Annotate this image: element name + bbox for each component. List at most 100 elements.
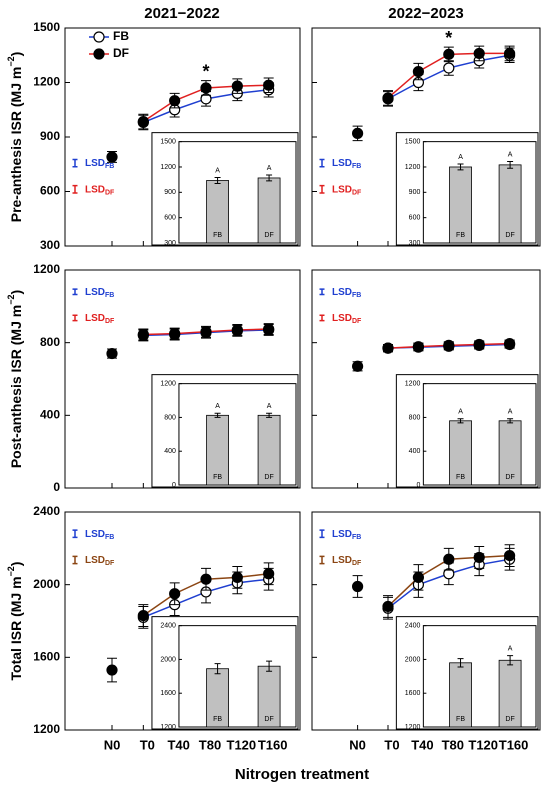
inset-y-tick-label: 2000	[160, 656, 176, 663]
lsd-label: LSDFB	[85, 528, 114, 540]
data-point	[352, 127, 364, 139]
data-point	[412, 65, 424, 78]
plot-frame	[64, 511, 301, 731]
legend-marker	[93, 48, 105, 60]
data-point	[473, 338, 485, 351]
inset-y-tick-label: 1500	[405, 138, 421, 145]
data-point	[231, 324, 243, 336]
data-point	[200, 82, 212, 94]
lsd-label-text: LSD	[332, 286, 352, 297]
inset-category-label: DF	[264, 232, 273, 239]
y-tick-label: 1500	[33, 20, 60, 34]
inset-error-bar	[457, 658, 464, 668]
data-point	[106, 347, 118, 360]
column-title: 2022−2023	[388, 5, 464, 22]
data-point	[443, 553, 455, 565]
y-axis-label-end: )	[8, 52, 24, 57]
lsd-label: LSDDF	[332, 555, 362, 567]
y-tick-label: 1600	[33, 650, 60, 664]
data-point	[106, 151, 118, 163]
x-tick-label: T160	[258, 737, 288, 752]
inset-y-tick-label: 2400	[160, 622, 176, 629]
data-point	[443, 62, 455, 74]
lsd-label-text: LSD	[332, 555, 352, 566]
lsd-label-text: LSD	[85, 313, 105, 324]
legend-marker	[93, 31, 105, 43]
plot-frame	[311, 511, 541, 731]
lsd-bar	[319, 158, 325, 168]
lsd-label-text: LSD	[332, 184, 352, 195]
inset-error-bar	[507, 418, 514, 424]
lsd-label-sub: DF	[105, 318, 115, 325]
y-axis-label-text: Total ISR (MJ m	[8, 576, 24, 680]
significance-letter: A	[508, 645, 513, 652]
lsd-bar	[72, 184, 78, 194]
y-tick-label: 300	[40, 238, 60, 252]
lsd-label-sub: FB	[352, 163, 361, 170]
y-tick-label: 400	[40, 408, 60, 422]
inset-y-tick-label: 1200	[405, 724, 421, 731]
y-axis-label: Pre-anthesis ISR (MJ m−2)	[6, 52, 23, 223]
data-point	[169, 327, 181, 340]
lsd-label: LSDFB	[332, 528, 361, 540]
inset-y-tick-label: 400	[164, 448, 176, 455]
inset-y-tick-label: 800	[164, 414, 176, 421]
data-point	[263, 568, 275, 580]
lsd-label-sub: FB	[105, 292, 114, 299]
inset-y-tick-label: 1200	[405, 380, 421, 387]
inset-y-tick-label: 2400	[405, 622, 421, 629]
lsd-bar	[319, 314, 325, 322]
lsd-label-text: LSD	[85, 286, 105, 297]
annotation: *	[202, 61, 209, 81]
significance-letter: A	[458, 154, 463, 161]
inset-frame	[178, 625, 297, 728]
y-axis-label-end: )	[8, 562, 24, 567]
inset-y-tick-label: 0	[416, 482, 420, 489]
inset-category-label: DF	[264, 716, 273, 723]
inset-frame	[178, 383, 297, 486]
data-point	[263, 79, 275, 91]
y-axis-label-sup: −2	[6, 566, 16, 576]
y-axis-label-sup: −2	[6, 295, 16, 305]
significance-letter: A	[215, 167, 220, 174]
data-point	[352, 360, 364, 372]
lsd-label: LSDDF	[332, 313, 362, 325]
data-point	[106, 664, 118, 676]
y-axis-label-text: Post-anthesis ISR (MJ m	[8, 305, 24, 468]
inset-y-tick-label: 900	[409, 189, 421, 196]
inset-y-tick-label: 1500	[160, 138, 176, 145]
data-point	[137, 328, 149, 341]
lsd-label: LSDFB	[332, 158, 361, 170]
data-point	[473, 47, 485, 60]
data-point	[200, 573, 212, 585]
x-tick-label: T40	[167, 737, 189, 752]
inset-y-tick-label: 1200	[160, 164, 176, 171]
y-tick-label: 2000	[33, 577, 60, 591]
plot-frame	[311, 269, 541, 489]
inset-frame	[422, 625, 537, 728]
data-point	[504, 549, 516, 562]
significance-letter: A	[267, 165, 272, 172]
inset-category-label: DF	[505, 474, 514, 481]
lsd-bar	[72, 555, 78, 565]
lsd-label-text: LSD	[85, 528, 105, 539]
y-tick-label: 800	[40, 335, 60, 349]
x-tick-label: T120	[227, 737, 257, 752]
lsd-bar	[319, 529, 325, 539]
inset-category-label: DF	[264, 474, 273, 481]
significance-letter: A	[508, 409, 513, 416]
significance-letter: A	[215, 403, 220, 410]
lsd-label: LSDDF	[85, 555, 115, 567]
x-tick-label: T0	[384, 737, 399, 752]
data-point	[443, 48, 455, 60]
lsd-label-sub: DF	[105, 189, 115, 196]
inset-category-label: DF	[505, 232, 514, 239]
y-tick-label: 1200	[33, 722, 60, 736]
data-point	[200, 326, 212, 338]
lsd-label-sub: DF	[352, 318, 362, 325]
inset-y-tick-label: 300	[409, 240, 421, 247]
lsd-bar	[319, 555, 325, 565]
y-tick-label: 600	[40, 184, 60, 198]
x-tick-label: N0	[104, 737, 121, 752]
lsd-label: LSDFB	[332, 286, 361, 298]
